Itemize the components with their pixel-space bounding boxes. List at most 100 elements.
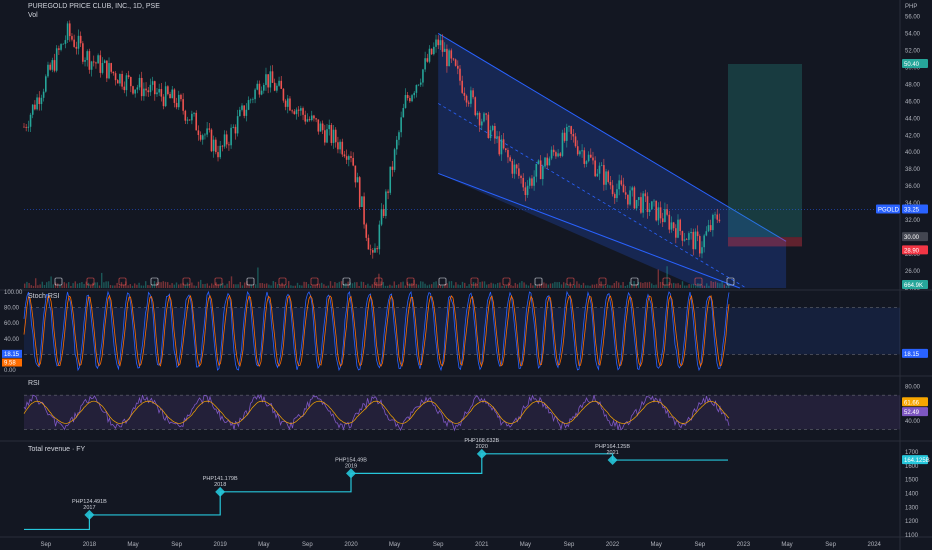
volume-bar xyxy=(41,281,43,288)
time-label-3: Sep xyxy=(171,542,182,548)
volume-bar xyxy=(228,281,230,288)
price-candle xyxy=(382,209,385,216)
volume-bar xyxy=(459,285,461,288)
price-candle xyxy=(443,48,446,52)
current-price-badge: 33.25 xyxy=(904,208,920,214)
revenue-year-2021: 2021 xyxy=(606,450,618,456)
volume-bar xyxy=(576,281,578,288)
price-tick-8: 40.00 xyxy=(905,150,921,156)
earnings-marker xyxy=(694,277,703,286)
price-candle xyxy=(483,113,485,122)
price-candle xyxy=(295,109,298,115)
price-candle xyxy=(585,161,588,164)
entry-price-badge-bg xyxy=(902,232,928,242)
price-candle xyxy=(260,90,263,95)
price-candle xyxy=(182,99,184,111)
time-label-17: May xyxy=(781,542,792,548)
volume-bar xyxy=(648,281,651,288)
volume-bar xyxy=(343,283,345,288)
volume-bar xyxy=(145,281,147,288)
price-candle xyxy=(457,65,459,69)
price-candle xyxy=(594,160,596,177)
price-candle xyxy=(703,235,705,248)
price-candle xyxy=(474,97,477,116)
volume-bar xyxy=(70,285,72,288)
price-candle xyxy=(184,110,187,121)
volume-bar xyxy=(626,284,629,288)
price-candle xyxy=(77,35,80,49)
price-candle xyxy=(675,228,677,238)
volume-bar xyxy=(85,281,87,288)
price-candle xyxy=(563,132,566,141)
volume-bar xyxy=(173,284,175,288)
volume-bar xyxy=(316,283,318,288)
revenue-marker-2020 xyxy=(476,448,487,459)
volume-bar xyxy=(180,283,182,288)
time-label-4: 2019 xyxy=(214,542,228,548)
volume-bar xyxy=(690,284,692,288)
price-candle xyxy=(156,92,158,95)
volume-bar xyxy=(131,285,134,288)
price-candle xyxy=(430,48,433,55)
volume-bar xyxy=(624,285,626,288)
price-candle xyxy=(167,86,169,95)
volume-bar xyxy=(565,283,567,288)
price-candle xyxy=(221,145,224,147)
volume-bar xyxy=(52,284,54,288)
rsi-band xyxy=(24,395,900,430)
price-candle xyxy=(302,108,304,115)
price-candle xyxy=(215,139,217,153)
rsi-badge-bg xyxy=(902,407,928,417)
volume-bar xyxy=(501,285,503,288)
volume-bar xyxy=(147,285,149,288)
volume-bar xyxy=(277,284,279,288)
earnings-marker xyxy=(214,277,223,286)
earnings-marker xyxy=(278,277,287,286)
revenue-marker-2019 xyxy=(346,468,356,479)
price-candle xyxy=(326,129,328,143)
price-candle xyxy=(437,39,439,46)
price-candle xyxy=(385,191,387,216)
price-candle xyxy=(542,166,544,180)
price-candle xyxy=(90,61,93,70)
price-candle xyxy=(404,94,407,108)
volume-bar xyxy=(411,283,413,288)
price-candle xyxy=(162,96,165,107)
volume-bar xyxy=(219,283,222,288)
volume-bar xyxy=(717,282,719,288)
volume-bar xyxy=(497,282,499,288)
price-tick-14: 28.00 xyxy=(905,252,921,258)
price-tick-15: 26.00 xyxy=(905,269,921,275)
price-candle xyxy=(528,178,531,186)
price-candle xyxy=(498,136,501,155)
price-candle xyxy=(378,224,381,250)
time-label-7: 2020 xyxy=(344,542,358,548)
time-label-19: 2024 xyxy=(868,542,882,548)
price-candle xyxy=(592,157,594,161)
stoch-tick-1: 80.00 xyxy=(4,306,20,312)
price-candle xyxy=(400,117,402,133)
revenue-badge-bg xyxy=(902,455,928,465)
price-candle xyxy=(712,214,714,231)
volume-bar xyxy=(153,281,156,288)
price-tick-6: 44.00 xyxy=(905,116,921,122)
volume-bar xyxy=(519,282,521,288)
price-candle xyxy=(73,39,75,47)
earnings-marker xyxy=(342,277,351,286)
volume-bar xyxy=(530,283,532,288)
price-candle xyxy=(535,163,538,177)
price-candle xyxy=(494,125,496,139)
volume-bar xyxy=(171,283,173,288)
volume-bar xyxy=(255,284,257,288)
price-candle xyxy=(86,51,89,61)
price-candle xyxy=(328,124,330,130)
volume-bar xyxy=(481,281,483,288)
volume-bar xyxy=(290,285,292,288)
volume-badge-bg xyxy=(902,280,928,289)
volume-bar xyxy=(224,285,226,288)
volume-bar xyxy=(340,281,343,288)
volume-bar xyxy=(116,282,118,288)
price-candle xyxy=(40,97,43,105)
price-candle xyxy=(315,118,317,120)
